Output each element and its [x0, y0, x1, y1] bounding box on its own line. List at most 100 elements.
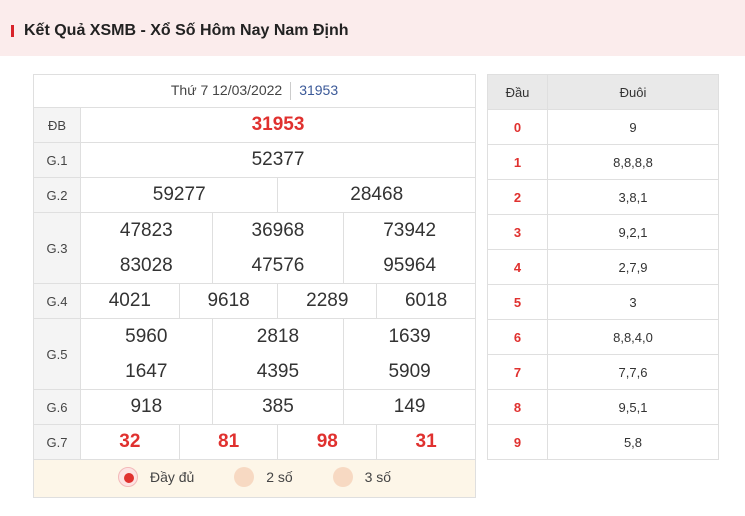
radio-icon[interactable] — [234, 467, 255, 487]
prize-number: 385 — [211, 389, 345, 425]
prize-label: G.3 — [33, 212, 81, 284]
prize-number: 36968 — [251, 220, 305, 241]
loto-header-row: Đầu Đuôi — [487, 74, 719, 110]
prize-number: 47576 — [251, 255, 305, 276]
option-full[interactable]: Đầy đủ — [117, 467, 195, 487]
loto-row: 2 3,8,1 — [487, 179, 719, 215]
prize-label: G.4 — [33, 283, 81, 319]
option-three-digits[interactable]: 3 số — [332, 467, 392, 487]
prize-label: ĐB — [33, 107, 81, 143]
prize-number: 52377 — [80, 142, 476, 178]
option-two-digits[interactable]: 2 số — [234, 467, 293, 487]
display-options: Đầy đủ 2 số 3 số — [33, 459, 476, 498]
prize-cell: 47823 83028 — [80, 212, 213, 284]
prize-number: 31 — [376, 424, 476, 460]
option-label: 2 số — [266, 469, 293, 485]
loto-tail: 8,8,4,0 — [547, 319, 719, 355]
prize-number: 149 — [343, 389, 476, 425]
prize-row-g5: G.5 5960 1647 2818 4395 1639 5909 — [33, 318, 476, 390]
page-title: Kết Quả XSMB - Xổ Số Hôm Nay Nam Định — [24, 22, 349, 39]
radio-icon[interactable] — [332, 467, 353, 487]
loto-head: 9 — [487, 424, 548, 460]
prize-number: 81 — [178, 424, 279, 460]
results-date-cell: Thứ 7 12/03/2022 31953 — [33, 74, 476, 108]
loto-tail: 9,5,1 — [547, 389, 719, 425]
loto-tail: 9 — [547, 109, 719, 145]
loto-tail: 2,7,9 — [547, 249, 719, 285]
display-options-row: Đầy đủ 2 số 3 số — [33, 459, 476, 498]
prize-row-g7: G.7 32 81 98 31 — [33, 424, 476, 460]
prize-number: 32 — [80, 424, 180, 460]
loto-head: 5 — [487, 284, 548, 320]
prize-number: 2289 — [277, 283, 378, 319]
loto-head: 0 — [487, 109, 548, 145]
prize-number: 1647 — [125, 361, 168, 382]
prize-cell: 2818 4395 — [211, 318, 345, 390]
prize-cell: 1639 5909 — [343, 318, 476, 390]
loto-head: 3 — [487, 214, 548, 250]
page-header: Kết Quả XSMB - Xổ Số Hôm Nay Nam Định — [0, 0, 745, 56]
special-prize: 31953 — [80, 107, 476, 143]
prize-row-db: ĐB 31953 — [33, 107, 476, 143]
loto-tail: 9,2,1 — [547, 214, 719, 250]
prize-number: 9618 — [178, 283, 279, 319]
option-label: 3 số — [364, 469, 392, 485]
prize-number: 5960 — [125, 326, 168, 347]
prize-number: 95964 — [383, 255, 437, 276]
loto-head: 1 — [487, 144, 548, 180]
prize-number: 1639 — [388, 326, 431, 347]
prize-row-g2: G.2 59277 28468 — [33, 177, 476, 213]
radio-selected-icon[interactable] — [117, 467, 138, 487]
prize-number: 4021 — [80, 283, 180, 319]
loto-tail: 8,8,8,8 — [547, 144, 719, 180]
loto-head: 8 — [487, 389, 548, 425]
prize-label: G.6 — [33, 389, 81, 425]
loto-tail: 3,8,1 — [547, 179, 719, 215]
loto-tail: 7,7,6 — [547, 354, 719, 390]
loto-row: 8 9,5,1 — [487, 389, 719, 425]
prize-number: 28468 — [277, 177, 476, 213]
option-label: Đầy đủ — [149, 469, 195, 485]
results-date-row: Thứ 7 12/03/2022 31953 — [33, 74, 476, 108]
prize-label: G.5 — [33, 318, 81, 390]
prize-number: 98 — [277, 424, 378, 460]
draw-code-link[interactable]: 31953 — [299, 81, 339, 98]
loto-head-label: Đầu — [487, 74, 548, 110]
prize-row-g1: G.1 52377 — [33, 142, 476, 178]
prize-number: 5909 — [388, 361, 431, 382]
draw-date: Thứ 7 12/03/2022 — [170, 81, 283, 98]
prize-label: G.7 — [33, 424, 81, 460]
prize-row-g4: G.4 4021 9618 2289 6018 — [33, 283, 476, 319]
prize-number: 6018 — [376, 283, 476, 319]
loto-row: 9 5,8 — [487, 424, 719, 460]
prize-row-g3: G.3 47823 83028 36968 47576 73942 95964 — [33, 212, 476, 284]
prize-number: 918 — [80, 389, 213, 425]
prize-number: 4395 — [256, 361, 300, 382]
loto-row: 3 9,2,1 — [487, 214, 719, 250]
loto-tail: 5,8 — [547, 424, 719, 460]
loto-tail-label: Đuôi — [547, 74, 719, 110]
prize-number: 73942 — [383, 220, 437, 241]
loto-head: 4 — [487, 249, 548, 285]
prize-number: 59277 — [79, 177, 279, 213]
prize-cell: 5960 1647 — [80, 318, 213, 390]
loto-row: 4 2,7,9 — [487, 249, 719, 285]
loto-head: 6 — [487, 319, 548, 355]
header-accent-bar — [11, 25, 14, 37]
prize-number: 47823 — [119, 220, 173, 241]
prize-row-g6: G.6 918 385 149 — [33, 389, 476, 425]
prize-number: 83028 — [119, 255, 173, 276]
prize-cell: 73942 95964 — [343, 212, 476, 284]
prize-number: 2818 — [256, 326, 300, 347]
prize-cell: 36968 47576 — [211, 212, 345, 284]
results-table: Thứ 7 12/03/2022 31953 ĐB 31953 G.1 52377… — [33, 74, 476, 498]
loto-head: 2 — [487, 179, 548, 215]
loto-tail: 3 — [547, 284, 719, 320]
loto-row: 6 8,8,4,0 — [487, 319, 719, 355]
separator — [290, 82, 292, 101]
loto-row: 7 7,7,6 — [487, 354, 719, 390]
loto-row: 1 8,8,8,8 — [487, 144, 719, 180]
